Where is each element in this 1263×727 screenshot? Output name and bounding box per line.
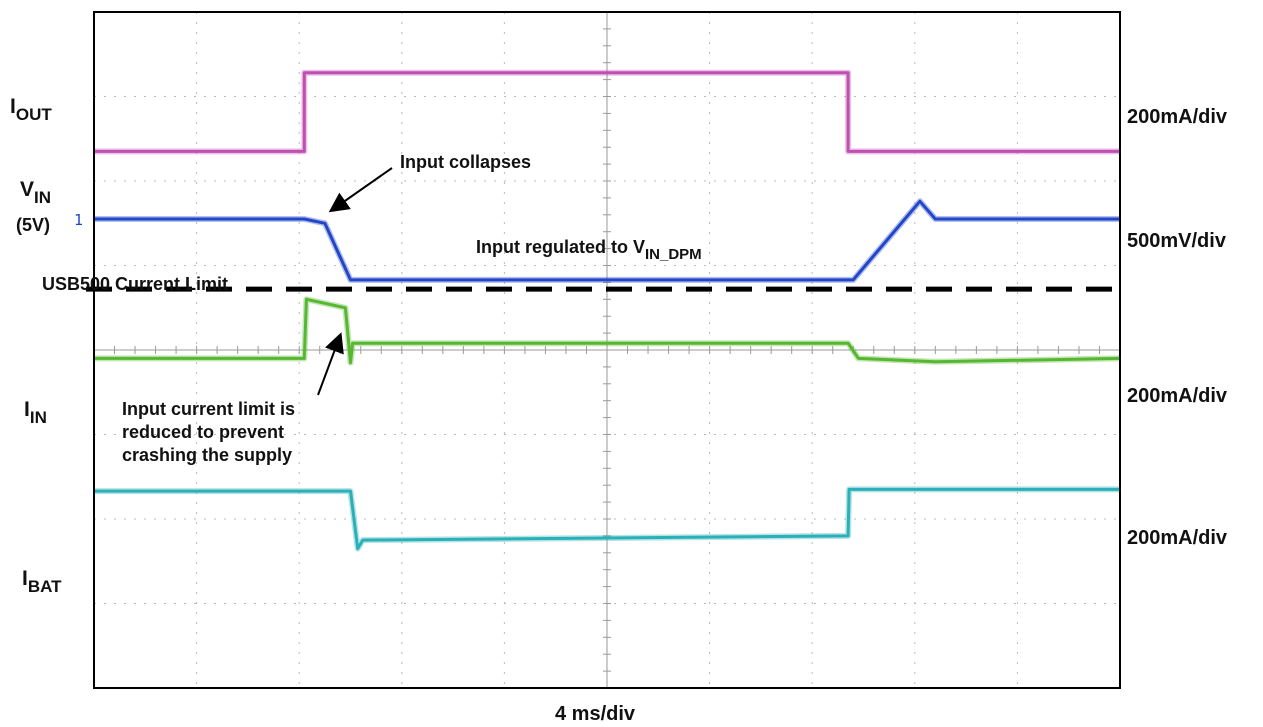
channel-label-ibat: IBAT [22, 567, 62, 597]
vin-label-sub: IN [34, 188, 52, 207]
grid [93, 11, 1121, 689]
iin-label-main: I [24, 398, 30, 421]
arrow-input-collapses [328, 167, 393, 213]
channel-label-iin: IIN [24, 398, 47, 428]
traces: 1 [74, 69, 1121, 552]
scale-label-vin: 500mV/div [1127, 230, 1226, 252]
annotation-arrows [317, 167, 393, 396]
trace-series-3 [94, 487, 1120, 551]
annotation-line-1: Input current limit is [122, 399, 296, 419]
iout-label-sub: OUT [15, 105, 52, 124]
ibat-label-sub: BAT [27, 577, 62, 596]
trace-series-2 [94, 297, 1121, 365]
annotation-regulated-main: Input regulated to V [476, 237, 645, 257]
usb500-limit-label: USB500 Current Limit [42, 274, 229, 294]
annotation-line-3: crashing the supply [122, 445, 293, 465]
x-axis-label: 4 ms/div [555, 703, 636, 725]
arrow-current-limit [317, 332, 344, 396]
ibat-label-main: I [22, 567, 28, 590]
trace-series-1 [94, 199, 1120, 282]
scale-label-iout: 200mA/div [1127, 106, 1228, 128]
annotation-current-limit-reduced: Input current limit is reduced to preven… [122, 398, 295, 467]
vin-label-main: V [20, 178, 35, 201]
trace-series-0 [94, 71, 1120, 153]
trace-marker-1: 1 [74, 211, 83, 229]
channel-label-vin: VIN [20, 178, 51, 208]
channel-label-iout: IOUT [10, 95, 52, 125]
plot-frame [93, 11, 1121, 689]
iout-label-main: I [10, 95, 16, 118]
channel-label-vin-extra: (5V) [16, 215, 50, 236]
annotation-line-2: reduced to prevent [122, 422, 285, 442]
vin-label-extra: (5V) [16, 215, 51, 235]
iin-label-sub: IN [29, 408, 47, 427]
annotation-input-collapses: Input collapses [400, 152, 532, 172]
annotation-regulated-sub: IN_DPM [645, 246, 702, 263]
annotation-input-regulated: Input regulated to VIN_DPM [476, 236, 702, 266]
scale-label-ibat: 200mA/div [1127, 527, 1228, 549]
scale-label-iin: 200mA/div [1127, 385, 1228, 407]
